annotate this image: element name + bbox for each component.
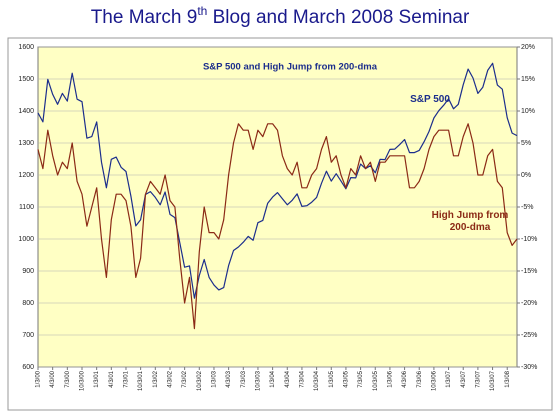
y2-tick-label: 20% [521, 44, 535, 51]
x-tick-label: 4/3/02 [168, 370, 174, 387]
x-tick-label: 7/3/07 [475, 370, 481, 387]
y-tick-label: 800 [22, 300, 34, 307]
x-tick-label: 10/3/02 [197, 370, 203, 391]
x-tick-label: 4/3/00 [50, 370, 56, 387]
y2-tick-label: 10% [521, 108, 535, 115]
x-tick-label: 10/3/01 [138, 370, 144, 391]
x-tick-label: 4/3/05 [344, 370, 350, 387]
x-tick-label: 7/3/03 [241, 370, 247, 387]
y2-tick-label: -25% [521, 332, 537, 339]
x-tick-label: 7/3/05 [358, 370, 364, 387]
x-tick-label: 1/3/05 [329, 370, 335, 387]
y2-tick-label: 15% [521, 76, 535, 83]
series-line [37, 62, 518, 299]
y-tick-label: 900 [22, 268, 34, 275]
x-tick-label: 10/3/06 [431, 370, 437, 391]
y-tick-label: 1600 [18, 44, 34, 51]
x-tick-label: 7/3/01 [124, 370, 130, 387]
y-tick-label: 1300 [18, 140, 34, 147]
x-tick-label: 10/3/07 [490, 370, 496, 391]
y2-tick-label: -5% [521, 204, 533, 211]
x-tick-label: 7/3/00 [65, 370, 71, 387]
grid [38, 46, 517, 368]
x-tick-label: 7/3/02 [182, 370, 188, 387]
title-part: The March 9 [91, 7, 198, 28]
x-tick-label: 7/3/06 [417, 370, 423, 387]
y-tick-label: 1000 [18, 236, 34, 243]
y2-tick-label: -30% [521, 364, 537, 371]
x-tick-label: 1/3/02 [153, 370, 159, 387]
x-tick-label: 4/3/01 [109, 370, 115, 387]
series-label: High Jump from 200-dma [431, 210, 509, 233]
y2-tick-label: -20% [521, 300, 537, 307]
series-label: S&P 500 [410, 94, 450, 105]
y2-tick-label: 0% [521, 172, 531, 179]
chart-subtitle: S&P 500 and High Jump from 200-dma [203, 62, 378, 73]
title-part: Blog and March 2008 Seminar [207, 7, 470, 28]
x-tick-label: 10/3/04 [314, 370, 320, 391]
x-tick-label: 1/3/04 [270, 370, 276, 387]
y2-tick-label: 5% [521, 140, 531, 147]
y-tick-label: 1400 [18, 108, 34, 115]
title-sup: th [197, 4, 207, 18]
y-tick-label: 600 [22, 364, 34, 371]
x-tick-label: 10/3/03 [256, 370, 262, 391]
chart-title: The March 9th Blog and March 2008 Semina… [91, 4, 470, 28]
x-tick-label: 1/3/08 [505, 370, 511, 387]
x-tick-label: 1/3/01 [94, 370, 100, 387]
y2-tick-label: -10% [521, 236, 537, 243]
x-tick-label: 10/3/05 [373, 370, 379, 391]
y-tick-label: 1200 [18, 172, 34, 179]
y-tick-label: 700 [22, 332, 34, 339]
x-tick-label: 7/3/04 [300, 370, 306, 387]
x-tick-label: 1/3/00 [36, 370, 42, 387]
x-tick-label: 4/3/06 [402, 370, 408, 387]
y-tick-label: 1500 [18, 76, 34, 83]
x-tick-label: 4/3/03 [226, 370, 232, 387]
x-tick-label: 10/3/00 [80, 370, 86, 391]
x-tick-label: 1/3/06 [387, 370, 393, 387]
x-tick-label: 1/3/03 [212, 370, 218, 387]
x-tick-label: 4/3/04 [285, 370, 291, 387]
y2-tick-label: -15% [521, 268, 537, 275]
y-tick-label: 1100 [19, 204, 34, 211]
series-line [37, 123, 518, 330]
x-tick-label: 1/3/07 [446, 370, 452, 387]
x-tick-label: 4/3/07 [461, 370, 467, 387]
